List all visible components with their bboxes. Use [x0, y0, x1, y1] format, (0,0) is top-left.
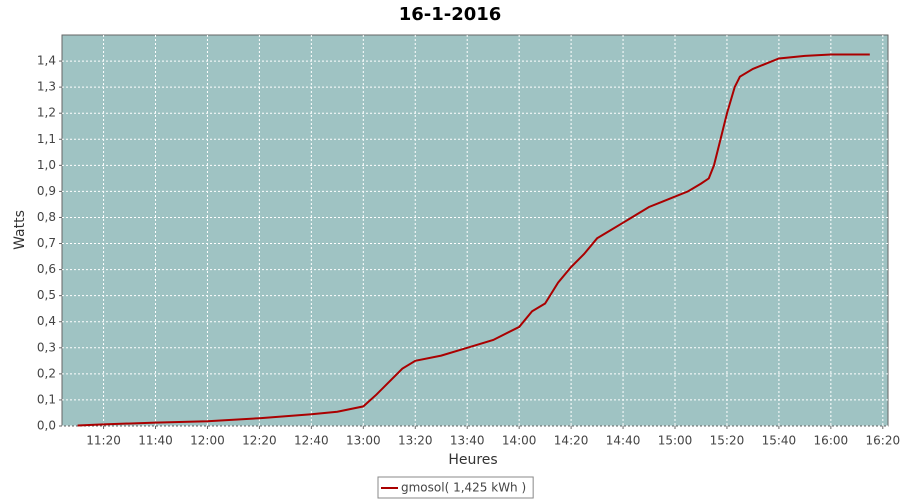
y-axis-title: Watts	[12, 210, 28, 250]
x-tick-label: 15:20	[710, 434, 745, 448]
y-tick-label: 0,3	[37, 340, 56, 354]
y-tick-label: 0,6	[37, 262, 56, 276]
y-tick-label: 0,0	[37, 419, 56, 433]
x-tick-label: 11:20	[86, 434, 121, 448]
y-tick-label: 0,5	[37, 288, 56, 302]
y-tick-label: 1,3	[37, 80, 56, 94]
x-tick-label: 14:40	[606, 434, 641, 448]
chart-title: 16-1-2016	[399, 4, 502, 25]
x-tick-label: 12:40	[294, 434, 329, 448]
y-tick-label: 0,2	[37, 366, 56, 380]
x-tick-label: 14:00	[502, 434, 537, 448]
x-tick-label: 15:00	[658, 434, 693, 448]
y-tick-label: 0,9	[37, 184, 56, 198]
x-tick-label: 11:40	[138, 434, 173, 448]
y-tick-label: 1,2	[37, 106, 56, 120]
x-tick-label: 12:00	[190, 434, 225, 448]
plot-area	[61, 34, 889, 427]
y-tick-label: 1,0	[37, 158, 56, 172]
legend: gmosol( 1,425 kWh )	[377, 476, 534, 499]
y-tick-label: 1,4	[37, 54, 56, 68]
y-tick-label: 0,4	[37, 314, 56, 328]
x-tick-label: 13:00	[346, 434, 381, 448]
x-tick-label: 13:40	[450, 434, 485, 448]
x-tick-label: 16:00	[814, 434, 849, 448]
y-tick-label: 1,1	[37, 132, 56, 146]
x-tick-label: 13:20	[398, 434, 433, 448]
x-tick-label: 16:20	[866, 434, 900, 448]
y-tick-label: 0,7	[37, 236, 56, 250]
x-tick-label: 14:20	[554, 434, 589, 448]
legend-label: gmosol( 1,425 kWh )	[401, 481, 526, 495]
y-tick-label: 0,1	[37, 392, 56, 406]
series-line	[77, 53, 870, 427]
x-axis-title: Heures	[448, 452, 497, 468]
x-tick-label: 12:20	[242, 434, 277, 448]
x-tick-label: 15:40	[762, 434, 797, 448]
y-tick-label: 0,8	[37, 210, 56, 224]
legend-box	[377, 476, 534, 499]
